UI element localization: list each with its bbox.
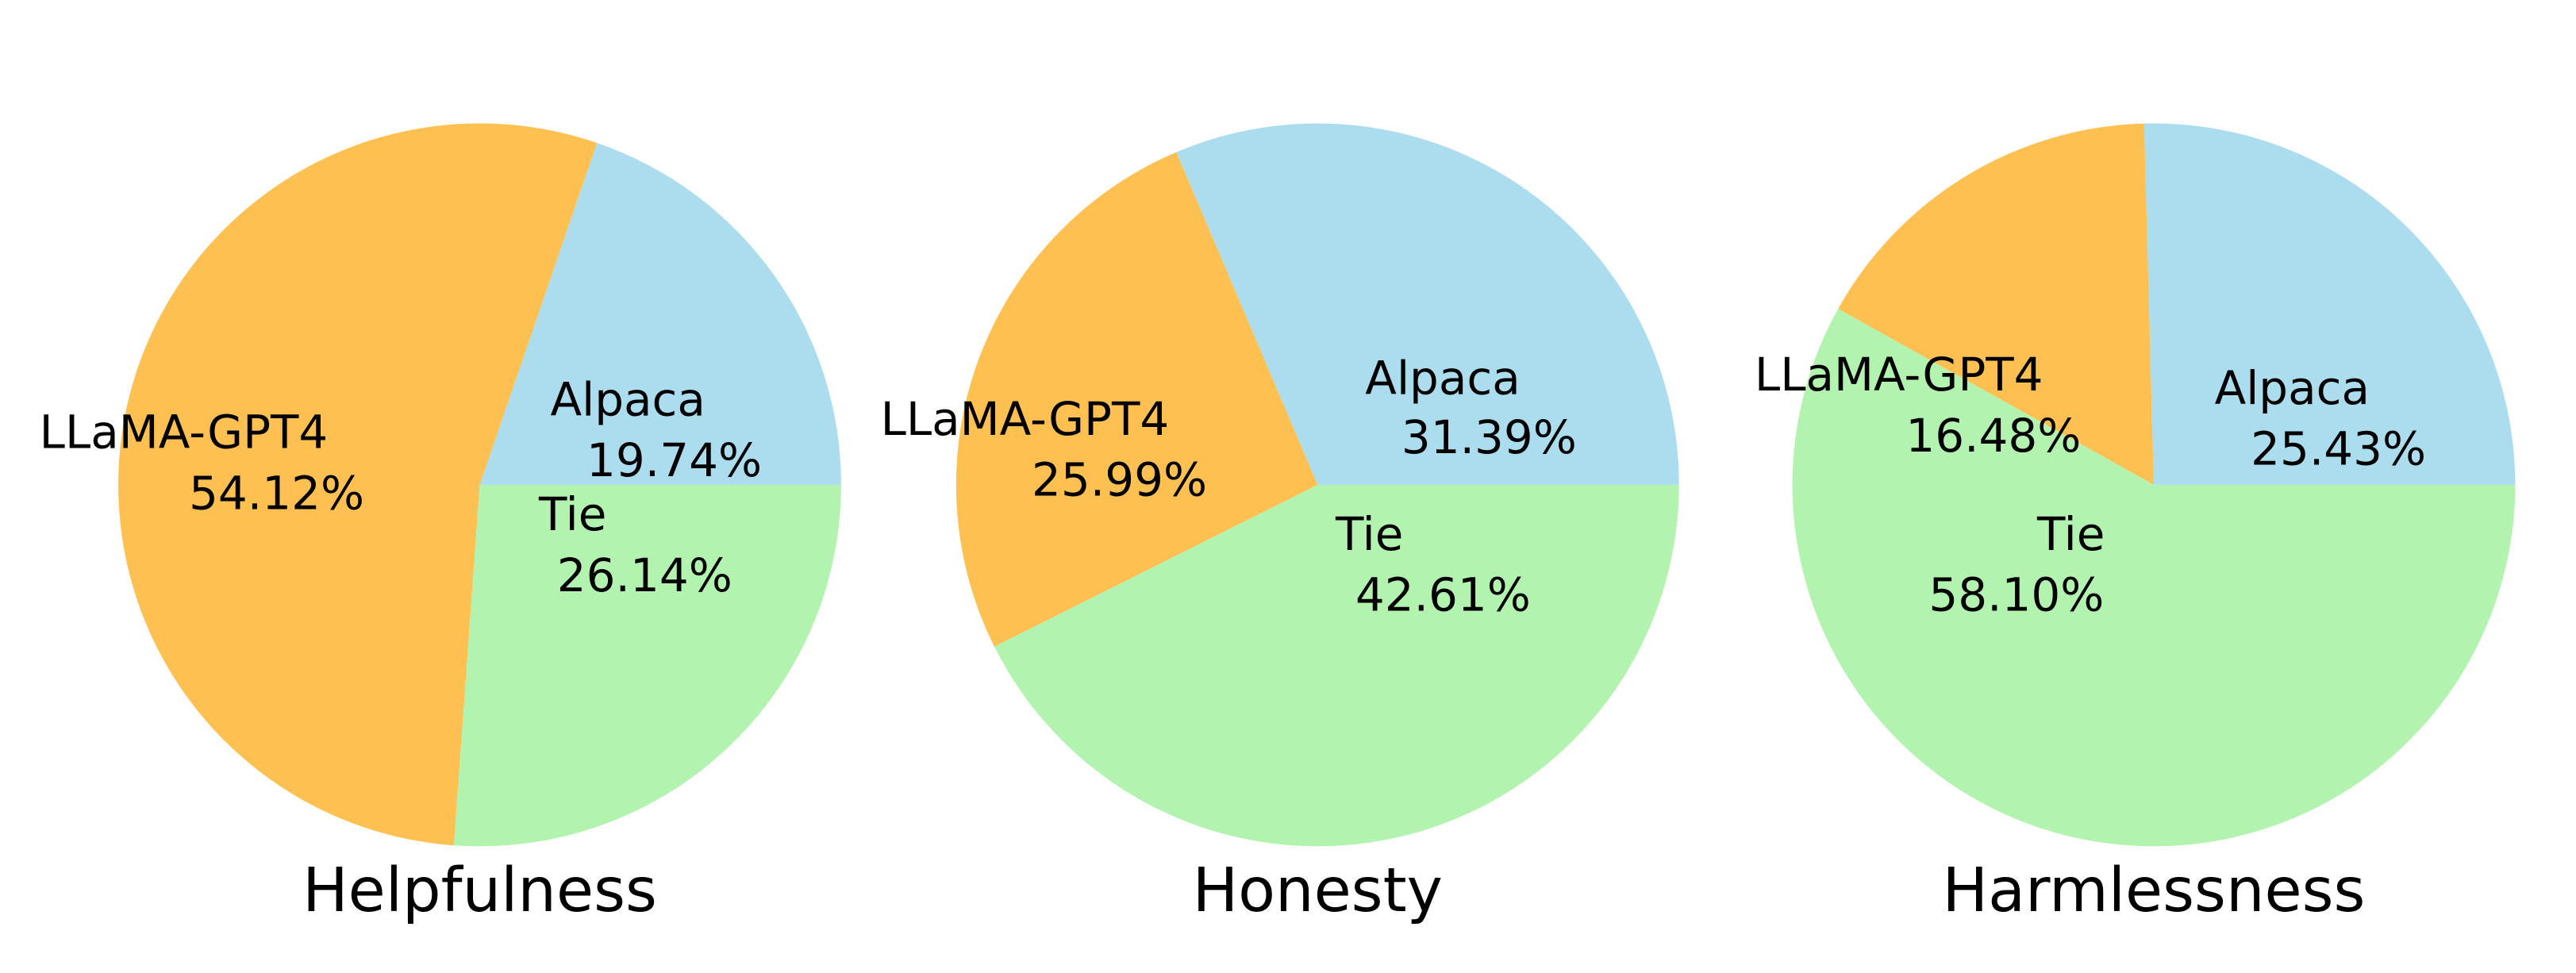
pie-slice-alpaca bbox=[479, 143, 841, 485]
slice-label: Tie bbox=[2036, 507, 2105, 561]
pie-title: Helpfulness bbox=[302, 856, 657, 926]
slice-percent-label: 58.10% bbox=[1928, 568, 2104, 622]
slice-percent-label: 25.99% bbox=[1032, 453, 1207, 507]
slice-label: Alpaca bbox=[1365, 351, 1520, 405]
slice-percent-label: 19.74% bbox=[586, 433, 762, 487]
pie-2: Alpaca 25.43% LLaMA-GPT4 16.48% Tie 58.10% Har… bbox=[1755, 123, 2516, 926]
pie-title: Harmlessness bbox=[1943, 856, 2366, 926]
pie-slice-alpaca bbox=[1176, 123, 1679, 485]
slice-label: Tie bbox=[538, 487, 606, 541]
pie-slice-tie bbox=[994, 484, 1679, 847]
pie-title: Honesty bbox=[1193, 856, 1443, 926]
slice-percent-label: 26.14% bbox=[557, 548, 732, 602]
slice-label: Tie bbox=[1335, 507, 1403, 561]
pie-slice-llama-gpt4 bbox=[1838, 123, 2154, 485]
slice-label: LLaMA-GPT4 bbox=[1755, 348, 2043, 402]
pie-slice-alpaca bbox=[2143, 123, 2516, 485]
slice-percent-label: 16.48% bbox=[1905, 409, 2081, 463]
slice-label: LLaMA-GPT4 bbox=[881, 392, 1170, 446]
slice-label: LLaMA-GPT4 bbox=[40, 406, 329, 460]
slice-percent-label: 25.43% bbox=[2251, 421, 2426, 475]
slice-percent-label: 54.12% bbox=[189, 466, 364, 520]
pie-0: Alpaca 19.74% LLaMA-GPT4 54.12% Tie 26.14% Hel… bbox=[40, 123, 841, 926]
pie-slice-llama-gpt4 bbox=[118, 123, 598, 846]
pie-slice-tie bbox=[1792, 309, 2516, 847]
pie-slice-tie bbox=[453, 484, 841, 847]
pie-slice-llama-gpt4 bbox=[955, 152, 1318, 647]
slice-percent-label: 42.61% bbox=[1355, 568, 1531, 622]
slice-label: Alpaca bbox=[551, 372, 706, 426]
slice-percent-label: 31.39% bbox=[1401, 410, 1577, 464]
slice-label: Alpaca bbox=[2215, 361, 2370, 415]
